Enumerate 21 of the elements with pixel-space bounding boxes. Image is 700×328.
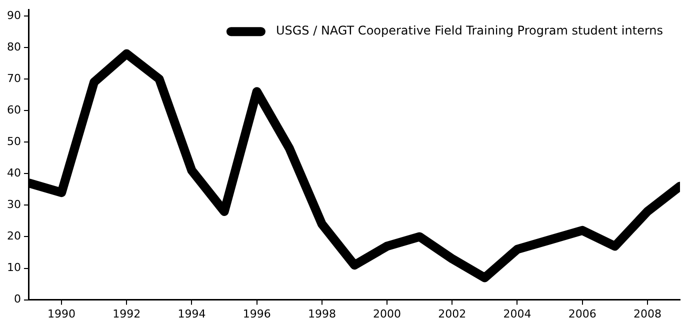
x-tick-label: 1998	[308, 307, 336, 320]
y-tick-label: 30	[6, 198, 21, 212]
x-tick-label: 2006	[568, 307, 596, 320]
y-tick-label: 70	[6, 72, 21, 85]
legend-label: USGS / NAGT Cooperative Field Training Program student interns	[276, 24, 664, 38]
x-tick-label: 2000	[373, 307, 402, 320]
x-tick-label: 1990	[48, 307, 76, 320]
x-tick-label: 1992	[112, 307, 141, 320]
y-tick-label: 90	[6, 8, 21, 22]
y-tick-label: 20	[6, 230, 21, 243]
x-tick-label: 2008	[633, 307, 662, 320]
y-tick-label: 40	[6, 166, 21, 180]
y-tick-label: 50	[6, 134, 21, 148]
x-tick-label: 2002	[438, 307, 466, 320]
x-tick-label: 1994	[178, 307, 206, 320]
y-tick-label: 0	[14, 292, 21, 306]
y-tick-label: 60	[6, 103, 21, 116]
x-tick-label: 1996	[242, 307, 271, 320]
y-tick-label: 10	[6, 261, 21, 274]
x-tick-label: 2004	[503, 307, 532, 320]
y-tick-label: 80	[6, 40, 21, 54]
